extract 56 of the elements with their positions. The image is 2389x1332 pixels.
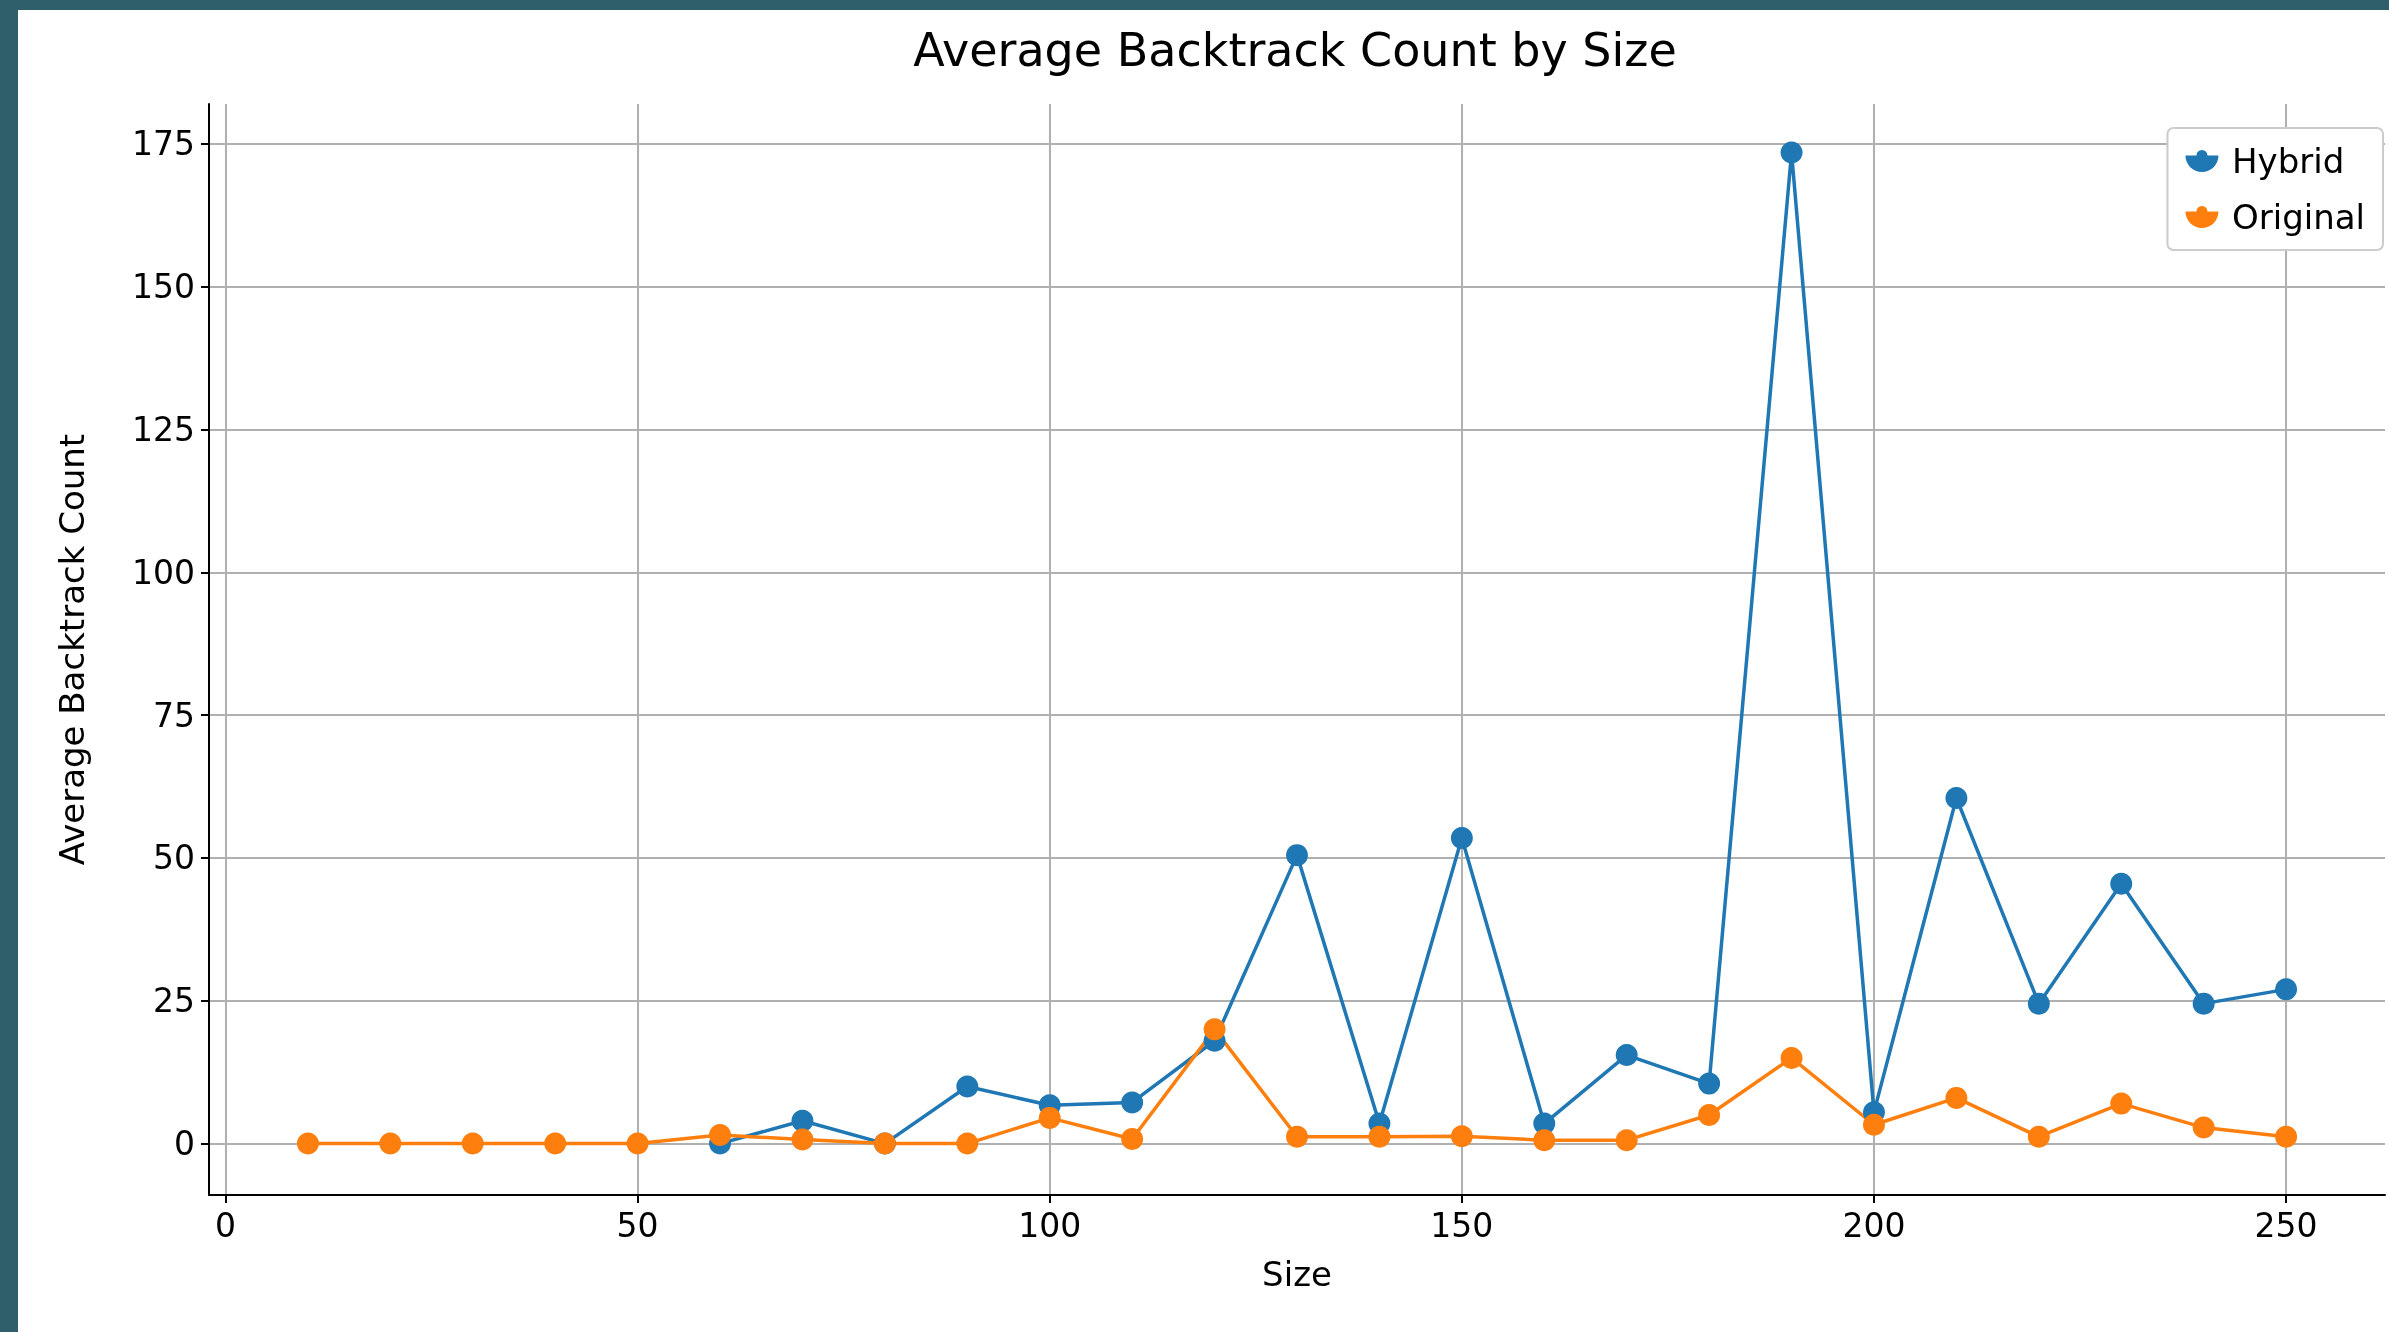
point [1450,827,1473,849]
point [1862,1113,1885,1136]
y-axis-title: Average Backtrack Count [52,433,92,866]
point [1780,1046,1803,1069]
y-tick-label: 175 [132,124,195,164]
point [1368,1125,1391,1148]
y-tick-label: 75 [153,695,195,735]
point [1286,844,1308,867]
chart-title: Average Backtrack Count by Size [913,23,1677,77]
x-tick-label: 200 [1842,1206,1906,1245]
x-tick-label: 0 [214,1206,236,1245]
point [709,1124,732,1147]
point [296,1132,319,1155]
legend-label: Hybrid [2231,141,2345,181]
point [1203,1018,1226,1041]
point [1698,1104,1721,1127]
point [626,1132,649,1155]
point [2027,1125,2050,1148]
point [1121,1091,1144,1114]
y-tick-label: 150 [132,267,195,307]
point [1286,1125,1308,1148]
x-tick-label: 250 [2254,1206,2318,1245]
x-tick-label: 100 [1018,1206,1082,1245]
x-tick-label: 150 [1430,1206,1494,1245]
point [1945,787,1968,810]
point [2027,992,2050,1015]
point [791,1109,814,1132]
point [1450,1125,1473,1148]
y-tick-label: 50 [153,838,195,878]
point [2192,1116,2215,1139]
y-tick-label: 25 [153,981,195,1021]
point [2275,978,2298,1001]
point [1698,1072,1721,1095]
point [1780,141,1803,164]
x-tick-label: 50 [616,1206,659,1245]
point [1615,1044,1638,1067]
point [1121,1128,1144,1151]
point [379,1132,402,1155]
point [461,1132,484,1155]
point [1615,1129,1638,1152]
point [2110,872,2133,895]
point [1038,1106,1061,1129]
point [1533,1129,1556,1152]
point [2192,992,2215,1015]
y-tick-label: 100 [132,552,195,592]
y-tick-label: 125 [132,410,195,450]
point [956,1075,979,1098]
x-axis-title: Size [1262,1254,1332,1294]
point [1945,1086,1968,1109]
point [2275,1125,2298,1148]
point [544,1132,567,1155]
point [2110,1092,2133,1115]
point [791,1128,814,1151]
legend-label: Original [2231,197,2365,237]
point [956,1132,979,1155]
y-tick-label: 0 [174,1124,195,1164]
